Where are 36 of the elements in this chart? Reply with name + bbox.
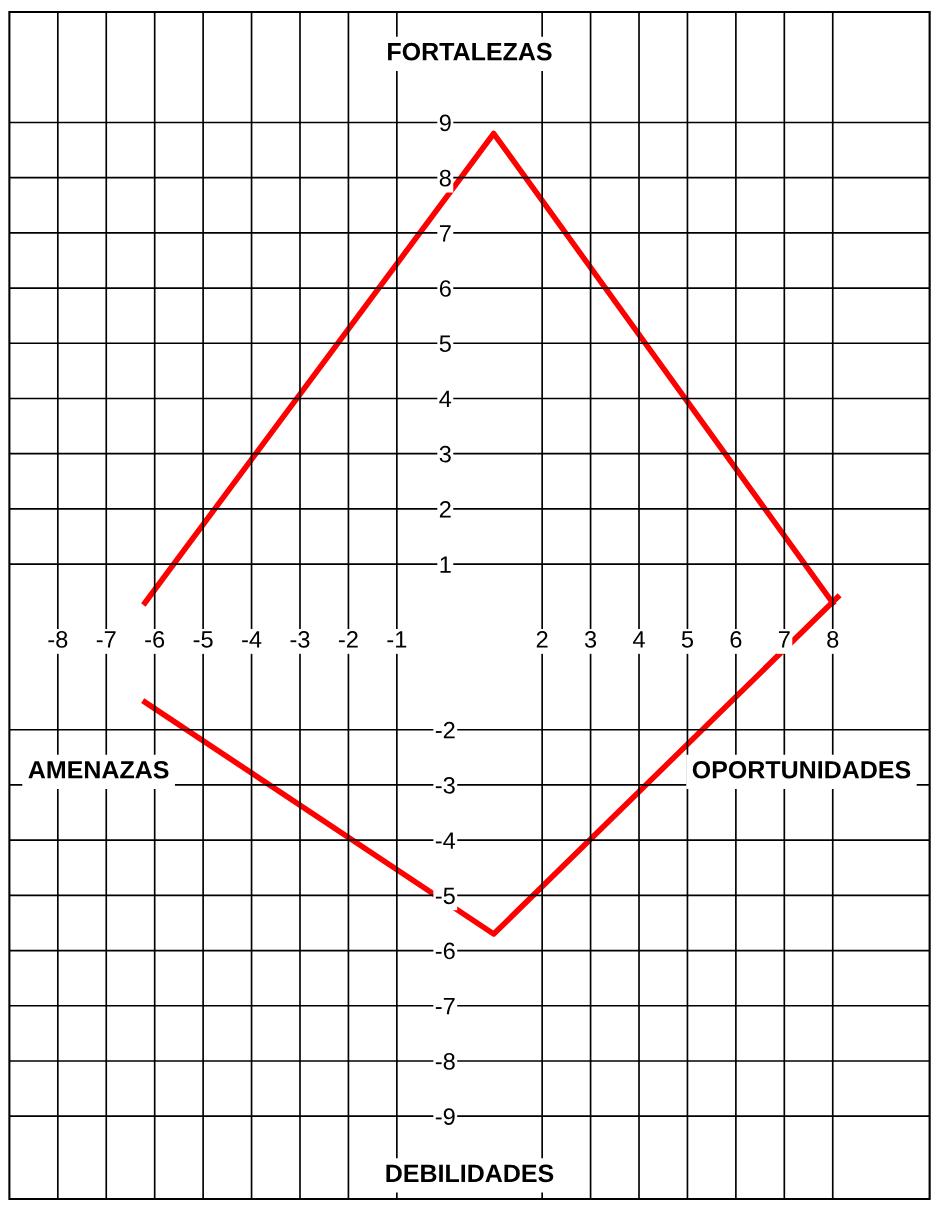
y-tick-label: 9: [439, 114, 451, 132]
y-tick-label: 8: [439, 169, 451, 187]
y-tick-label: -3: [435, 777, 455, 794]
x-tick-label: -7: [96, 631, 116, 648]
x-tick-label: -4: [242, 631, 262, 648]
y-tick-label: -6: [435, 942, 455, 960]
y-tick-label: -7: [435, 998, 455, 1015]
x-tick-label: -2: [338, 631, 358, 648]
annotation: AMENAZAS: [28, 760, 169, 779]
x-tick-label: 5: [681, 631, 694, 648]
x-tick-label: 8: [827, 631, 839, 648]
annotation: OPORTUNIDADES: [692, 760, 911, 779]
y-tick-label: -8: [435, 1053, 455, 1070]
y-tick-label: -5: [435, 887, 455, 905]
x-tick-label: -1: [387, 631, 407, 648]
y-tick-label: 3: [439, 445, 451, 463]
y-tick-label: 4: [439, 390, 452, 408]
y-tick-label: 7: [439, 225, 451, 242]
y-tick-label: 1: [440, 556, 451, 573]
annotation: DEBILIDADES: [386, 1164, 554, 1183]
y-tick-label: -4: [435, 832, 456, 849]
x-tick-label: 7: [778, 631, 790, 648]
y-tick-label: 2: [439, 500, 451, 518]
x-tick-label: 2: [536, 631, 548, 648]
y-tick-label: 6: [439, 280, 451, 297]
x-tick-label: 6: [730, 631, 742, 648]
x-tick-label: 4: [632, 631, 645, 648]
y-tick-label: -9: [435, 1108, 455, 1125]
y-tick-label: 5: [439, 335, 451, 353]
x-tick-label: 3: [584, 631, 597, 648]
x-tick-label: -8: [48, 631, 68, 648]
x-tick-label: -5: [193, 631, 213, 648]
y-tick-label: -2: [435, 721, 455, 739]
x-tick-label: -6: [145, 631, 165, 648]
annotation: FORTALEZAS: [388, 42, 552, 61]
x-tick-label: -3: [290, 631, 310, 648]
